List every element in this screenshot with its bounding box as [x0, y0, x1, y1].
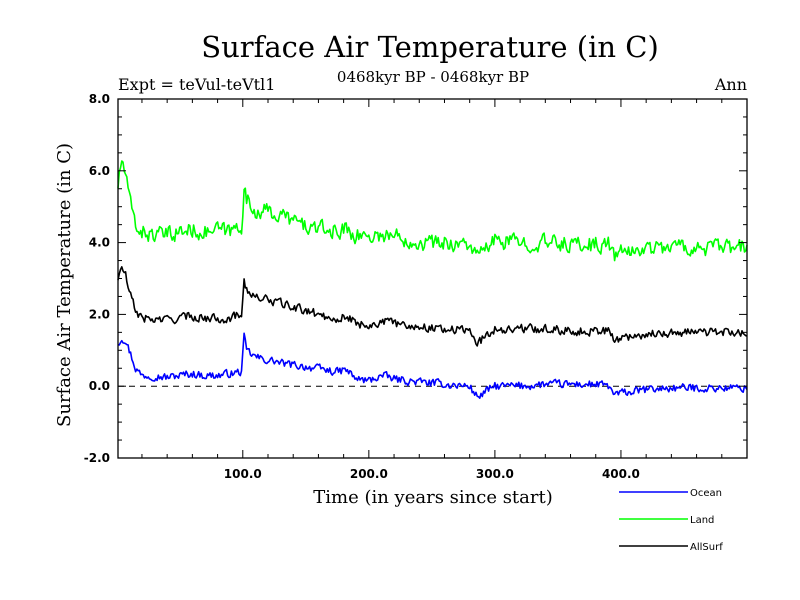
- experiment-label: Expt = teVul-teVtl1: [118, 75, 275, 94]
- chart-subtitle: 0468kyr BP - 0468kyr BP: [337, 68, 529, 86]
- x-tick-label: 100.0: [224, 467, 262, 481]
- plot-area: [117, 160, 748, 400]
- x-tick-label: 400.0: [602, 467, 640, 481]
- chart-title: Surface Air Temperature (in C): [201, 30, 659, 64]
- series-line-ocean: [117, 332, 748, 400]
- y-tick-label: 2.0: [89, 307, 110, 321]
- x-tick-label: 300.0: [476, 467, 514, 481]
- y-tick-label: -2.0: [84, 451, 110, 465]
- series-line-land: [117, 160, 748, 262]
- y-tick-label: 0.0: [89, 379, 110, 393]
- legend: Ocean Land AllSurf: [619, 488, 723, 553]
- x-tick-label: 200.0: [350, 467, 388, 481]
- legend-label-ocean: Ocean: [690, 488, 722, 499]
- axes: 100.0 200.0 300.0 400.0 -2.0 0.0 2.0 4.0 6.0 8.0: [84, 92, 748, 481]
- plot-frame: [117, 98, 748, 459]
- y-tick-label: 8.0: [89, 92, 110, 106]
- series-line-allsurf: [117, 265, 748, 347]
- y-tick-label: 4.0: [89, 236, 110, 250]
- period-label: Ann: [714, 75, 747, 94]
- y-axis-title: Surface Air Temperature (in C): [54, 143, 75, 427]
- y-tick-label: 6.0: [89, 164, 110, 178]
- x-axis-title: Time (in years since start): [313, 487, 553, 508]
- legend-label-allsurf: AllSurf: [690, 542, 723, 553]
- legend-label-land: Land: [690, 515, 714, 526]
